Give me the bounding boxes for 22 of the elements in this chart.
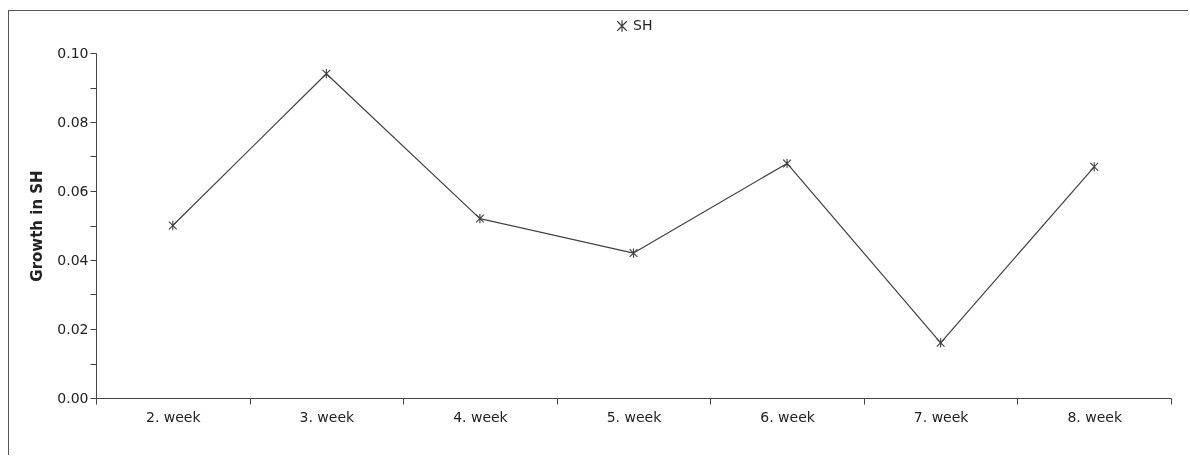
point [168,220,178,231]
x-tick-label: 5. week [606,408,663,425]
point [1089,161,1099,173]
y-tick-label: 0.10 [57,44,89,61]
point [936,337,946,348]
point [475,213,485,224]
point [321,68,331,79]
point [629,247,638,259]
y-tick-label: 0.06 [57,182,89,199]
y-axis-title: Growth in SH [28,170,47,282]
x-tick-label: 8. week [1067,408,1123,425]
x-tick-label: 2. week [145,408,202,425]
x-tick-label: 3. week [299,408,356,425]
x-tick-label: 6. week [760,408,816,425]
y-tick-label: 0.02 [57,320,89,337]
y-tick-label: 0.04 [57,251,89,268]
x-tick-label: 7. week [913,408,970,425]
y-tick-label: 0.00 [57,389,89,406]
x-tick-label: 4. week [453,408,509,425]
point [782,158,792,169]
y-tick-label: 0.08 [57,113,89,130]
legend-label: SH [633,17,653,33]
